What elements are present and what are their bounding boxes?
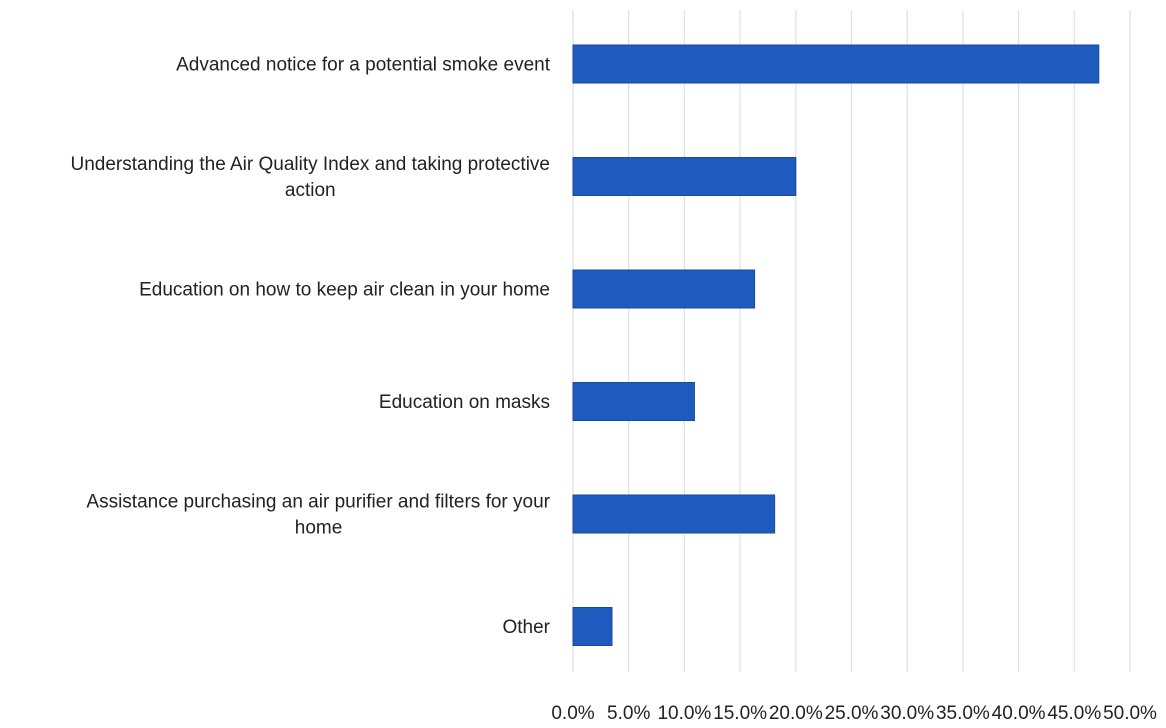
category-label-4: Assistance purchasing an air purifier an… [86, 492, 550, 539]
category-label-2: Education on how to keep air clean in yo… [139, 280, 550, 301]
category-label-line: Other [502, 617, 550, 638]
category-label-line: home [295, 518, 343, 539]
category-label-line: Education on masks [379, 392, 550, 413]
bar-0 [572, 44, 1100, 84]
x-tick-label-9: 45.0% [1047, 703, 1101, 724]
bars [572, 44, 1100, 646]
category-label-5: Other [502, 617, 550, 638]
bar-2 [572, 269, 756, 309]
category-label-line: Assistance purchasing an air purifier an… [86, 492, 550, 513]
bar-1 [572, 157, 797, 196]
x-tick-labels: 0.0% 5.0% 10.0% 15.0% 20.0% 25.0% 30.0% 35.0% 40… [551, 703, 1157, 724]
x-tick-label-6: 30.0% [880, 703, 934, 724]
category-label-line: Advanced notice for a potential smoke ev… [176, 55, 551, 76]
category-label-0: Advanced notice for a potential smoke ev… [176, 55, 551, 76]
category-label-line: Understanding the Air Quality Index and … [70, 154, 550, 175]
gridlines [572, 10, 1131, 672]
bar-5 [572, 607, 613, 646]
category-labels: Advanced notice for a potential smoke ev… [70, 55, 550, 639]
category-label-1: Understanding the Air Quality Index and … [70, 154, 550, 201]
x-tick-label-3: 15.0% [713, 703, 767, 724]
x-tick-label-7: 35.0% [936, 703, 990, 724]
category-label-line: Education on how to keep air clean in yo… [139, 280, 550, 301]
x-tick-label-5: 25.0% [825, 703, 879, 724]
bar-4 [572, 494, 776, 534]
x-tick-label-1: 5.0% [607, 703, 650, 724]
x-tick-label-8: 40.0% [992, 703, 1046, 724]
category-label-line: action [285, 180, 336, 201]
bar-3 [572, 382, 695, 421]
category-label-3: Education on masks [379, 392, 550, 413]
x-tick-label-10: 50.0% [1103, 703, 1157, 724]
x-tick-label-4: 20.0% [769, 703, 823, 724]
x-tick-label-2: 10.0% [657, 703, 711, 724]
x-tick-label-0: 0.0% [551, 703, 594, 724]
